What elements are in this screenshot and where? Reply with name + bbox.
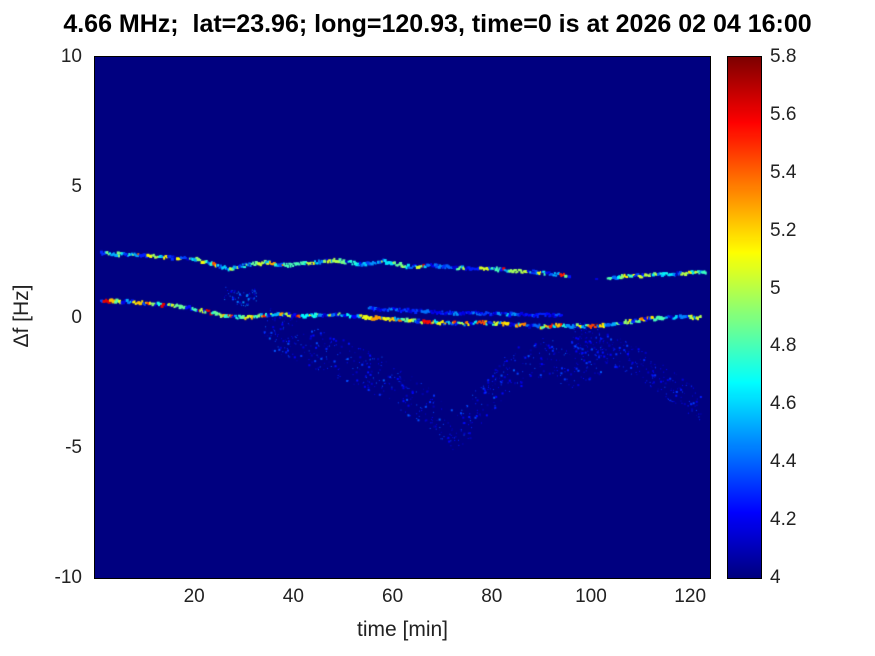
x-tick-label: 40 bbox=[282, 586, 304, 607]
colorbar-tick-label: 4.8 bbox=[770, 335, 797, 357]
chart-title: 4.66 MHz; lat=23.96; long=120.93, time=0… bbox=[63, 10, 812, 38]
y-tick-label: 0 bbox=[71, 306, 82, 328]
colorbar-tick-label: 5.4 bbox=[770, 161, 797, 183]
x-axis-label: time [min] bbox=[356, 618, 448, 641]
colorbar-tick-label: 4 bbox=[770, 567, 781, 588]
x-tick-label: 60 bbox=[382, 586, 404, 607]
colorbar-tick-label: 4.4 bbox=[770, 451, 797, 473]
y-tick-label: 5 bbox=[71, 176, 82, 198]
x-tick-label: 100 bbox=[575, 586, 607, 607]
x-tick-label: 80 bbox=[481, 586, 503, 607]
colorbar-tick-label: 5 bbox=[770, 277, 781, 299]
y-tick-label: -5 bbox=[65, 436, 82, 458]
colorbar-tick-label: 4.6 bbox=[770, 393, 797, 415]
x-tick-label: 120 bbox=[674, 586, 707, 607]
plot-area bbox=[94, 56, 711, 579]
colorbar-tick-label: 4.2 bbox=[770, 509, 797, 531]
x-tick-label: 20 bbox=[183, 586, 205, 607]
colorbar bbox=[727, 56, 762, 579]
colorbar-tick-label: 5.2 bbox=[770, 219, 797, 241]
colorbar-canvas bbox=[728, 57, 761, 578]
colorbar-tick-label: 5.8 bbox=[770, 46, 797, 67]
y-tick-label: 10 bbox=[60, 46, 82, 67]
colorbar-tick-label: 5.6 bbox=[770, 103, 797, 125]
y-tick-label: -10 bbox=[54, 567, 82, 588]
plot-canvas bbox=[95, 57, 710, 578]
